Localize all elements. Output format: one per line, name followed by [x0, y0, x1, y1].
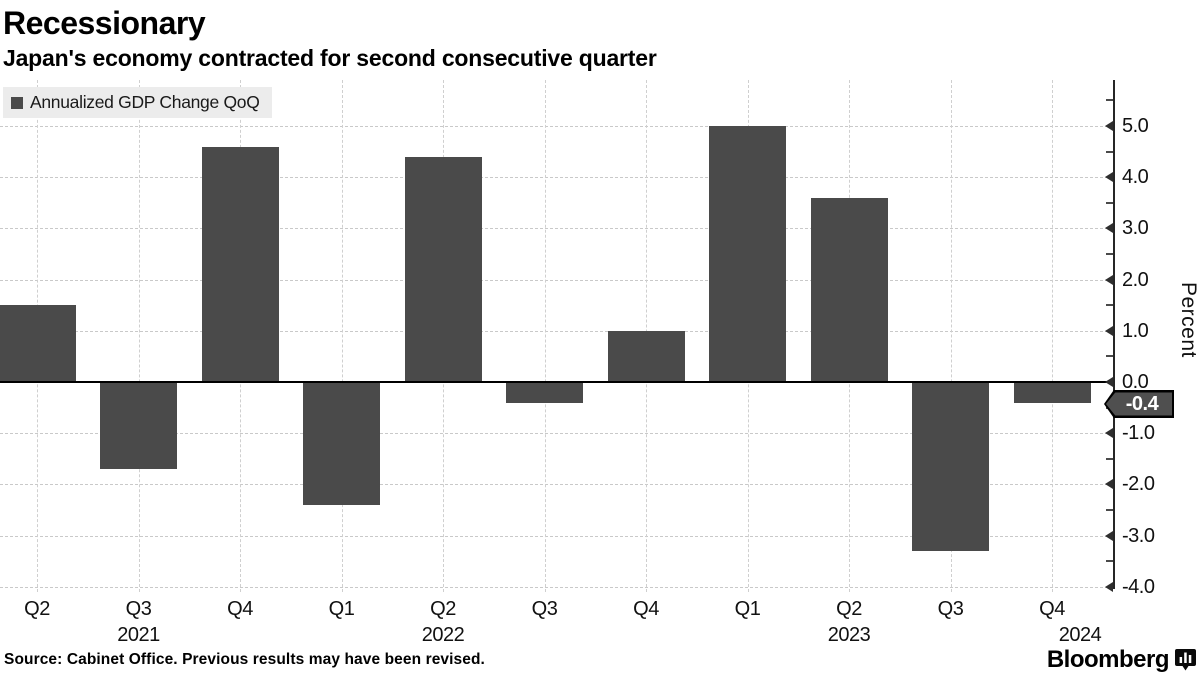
y-tick-label: 4.0 — [1122, 166, 1149, 189]
gridline-horizontal — [0, 330, 1113, 332]
y-tick-label: -3.0 — [1122, 524, 1155, 547]
gridline-horizontal — [0, 126, 1113, 128]
y-tick-label: -4.0 — [1122, 575, 1155, 598]
y-tick-label: -1.0 — [1122, 422, 1155, 445]
x-tick-label: Q1 — [328, 598, 355, 620]
bar — [506, 382, 583, 403]
gridline-horizontal — [0, 279, 1113, 281]
y-tick-label: 2.0 — [1122, 268, 1149, 291]
y-major-tick-icon — [1105, 325, 1113, 336]
gridline-horizontal — [0, 484, 1113, 486]
zero-line — [0, 381, 1113, 384]
x-year-label: 2021 — [117, 624, 160, 646]
bar — [100, 382, 177, 470]
legend: Annualized GDP Change QoQ — [3, 87, 272, 118]
bar — [912, 382, 989, 552]
y-major-tick-icon — [1105, 479, 1113, 490]
bar — [1013, 382, 1091, 403]
last-value-badge-body: -0.4 — [1106, 392, 1172, 416]
x-year-label: 2023 — [827, 624, 871, 646]
bar — [0, 305, 76, 383]
y-minor-tick-icon — [1106, 99, 1113, 102]
gridline-horizontal — [0, 535, 1113, 537]
y-minor-tick-icon — [1106, 253, 1113, 256]
gridline-horizontal — [0, 228, 1113, 230]
x-tick-label: Q2 — [430, 598, 456, 620]
y-minor-tick-icon — [1106, 201, 1113, 204]
legend-label: Annualized GDP Change QoQ — [30, 92, 260, 112]
y-major-tick-icon — [1105, 581, 1113, 592]
bar — [303, 382, 380, 505]
x-tick-label: Q3 — [531, 598, 558, 620]
y-tick-label: 5.0 — [1122, 115, 1149, 138]
source-note: Source: Cabinet Office. Previous results… — [4, 651, 485, 668]
y-minor-tick-icon — [1106, 355, 1113, 358]
y-major-tick-icon — [1105, 428, 1113, 439]
gridline-vertical — [341, 80, 343, 592]
last-value-label: -0.4 — [1125, 392, 1159, 415]
y-minor-tick-icon — [1106, 509, 1113, 512]
page-subtitle: Japan's economy contracted for second co… — [3, 45, 657, 71]
gridline-vertical — [950, 80, 952, 592]
y-tick-label: 1.0 — [1122, 319, 1149, 342]
y-tick-label: 0.0 — [1122, 371, 1149, 394]
y-major-tick-icon — [1105, 121, 1113, 132]
y-major-tick-icon — [1105, 172, 1113, 183]
brand-logo: Bloomberg — [1047, 646, 1196, 674]
page-title: Recessionary — [3, 5, 206, 41]
bar — [404, 156, 482, 383]
y-minor-tick-icon — [1106, 150, 1113, 153]
x-tick-label: Q2 — [836, 598, 862, 620]
y-minor-tick-icon — [1106, 304, 1113, 307]
x-tick-label: Q3 — [937, 598, 964, 620]
y-major-tick-icon — [1105, 223, 1113, 234]
y-axis-title: Percent — [1177, 282, 1200, 358]
bar-chart-bubble-icon — [1175, 649, 1196, 671]
x-tick-label: Q2 — [24, 598, 50, 620]
y-axis-line — [1113, 80, 1115, 589]
bar — [810, 197, 888, 383]
bar — [607, 330, 685, 383]
y-major-tick-icon — [1105, 530, 1113, 541]
bar — [709, 126, 786, 383]
x-year-label: 2022 — [421, 624, 465, 646]
x-year-label: 2024 — [1058, 624, 1102, 646]
y-major-tick-icon — [1105, 377, 1113, 388]
x-tick-label: Q4 — [227, 598, 253, 620]
gridline-vertical — [1052, 80, 1053, 592]
gridline-horizontal — [0, 433, 1113, 435]
gridline-horizontal — [0, 177, 1113, 179]
plot-area — [0, 80, 1115, 592]
x-tick-label: Q1 — [734, 598, 761, 620]
legend-swatch-icon — [11, 96, 23, 109]
bar — [201, 146, 279, 383]
y-minor-tick-icon — [1106, 457, 1113, 460]
x-tick-label: Q3 — [125, 598, 152, 620]
last-value-badge: -0.4 — [1104, 390, 1174, 418]
gridline-vertical — [138, 80, 140, 592]
brand-wordmark: Bloomberg — [1046, 646, 1170, 673]
y-tick-label: -2.0 — [1122, 473, 1155, 496]
x-tick-label: Q4 — [1039, 598, 1065, 620]
y-major-tick-icon — [1105, 274, 1113, 285]
gridline-horizontal — [0, 586, 1113, 588]
x-tick-label: Q4 — [633, 598, 659, 620]
y-minor-tick-icon — [1106, 560, 1113, 563]
y-tick-label: 3.0 — [1122, 217, 1149, 240]
gridline-vertical — [544, 80, 546, 592]
